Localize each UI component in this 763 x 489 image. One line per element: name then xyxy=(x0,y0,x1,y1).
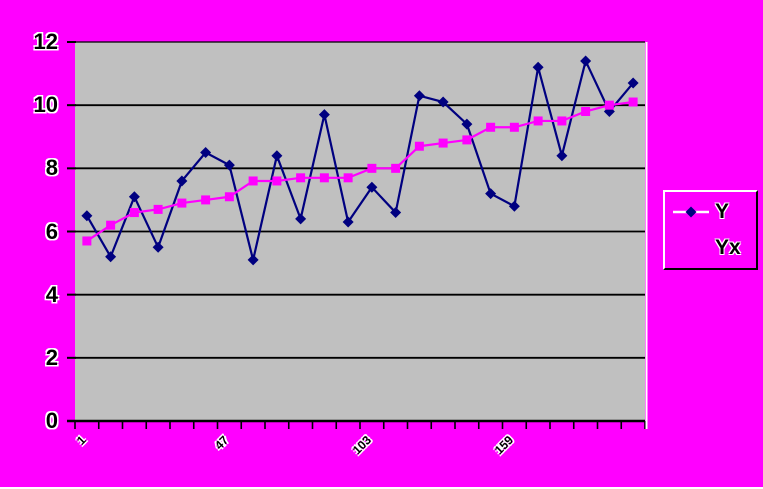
square-marker-icon xyxy=(391,163,401,173)
square-marker-icon xyxy=(343,173,353,183)
y-axis-label: 2 xyxy=(45,344,58,370)
square-marker-icon xyxy=(462,135,472,145)
y-axis-label: 0 xyxy=(45,408,58,433)
diamond-marker-icon xyxy=(247,254,259,266)
diamond-marker-icon xyxy=(152,241,164,253)
diamond-marker-icon xyxy=(485,188,497,200)
legend-entry-yx[interactable]: Yx xyxy=(671,234,756,262)
square-marker-icon xyxy=(581,106,591,116)
square-marker-icon xyxy=(414,141,424,151)
diamond-marker-icon xyxy=(223,159,235,171)
y-axis-label: 10 xyxy=(33,92,58,118)
legend[interactable]: Y Yx xyxy=(663,190,758,270)
diamond-marker-icon xyxy=(200,147,212,159)
square-marker-icon xyxy=(177,198,187,208)
diamond-marker-icon xyxy=(461,118,473,130)
square-marker-icon xyxy=(272,176,282,186)
legend-label-yx: Yx xyxy=(715,236,741,259)
square-marker-icon xyxy=(367,163,377,173)
diamond-marker-icon xyxy=(532,61,544,73)
diamond-marker-icon xyxy=(580,55,592,67)
square-marker-icon xyxy=(628,97,638,107)
legend-entry-y[interactable]: Y xyxy=(671,198,756,226)
y-axis-label: 6 xyxy=(45,218,58,244)
square-marker-icon xyxy=(248,176,258,186)
series-y[interactable] xyxy=(81,55,639,266)
legend-label-y: Y xyxy=(715,200,730,223)
diamond-marker-icon xyxy=(390,207,402,219)
square-marker-icon xyxy=(224,192,234,202)
diamond-marker-icon xyxy=(508,200,520,212)
square-marker-icon xyxy=(296,173,306,183)
gridlines[interactable] xyxy=(75,41,645,359)
diamond-marker-icon xyxy=(176,175,188,187)
window-edge xyxy=(0,487,763,489)
diamond-marker-icon xyxy=(627,77,639,89)
diamond-marker-icon xyxy=(342,216,354,228)
y-axis-ticks xyxy=(67,41,76,422)
diamond-marker-icon xyxy=(556,150,568,162)
y-axis-label: 8 xyxy=(45,155,58,181)
diamond-marker-icon xyxy=(128,191,140,203)
diamond-marker-icon xyxy=(271,150,283,162)
square-marker-icon xyxy=(106,220,116,230)
square-marker-icon xyxy=(319,173,329,183)
square-marker-icon xyxy=(201,195,211,205)
square-marker-icon xyxy=(686,243,696,253)
square-marker-icon xyxy=(486,122,496,132)
diamond-marker-icon xyxy=(685,206,697,218)
y-series-legend-sample xyxy=(673,206,709,218)
square-marker-icon xyxy=(533,116,543,126)
y-axis-label: 4 xyxy=(45,281,58,307)
diamond-marker-icon xyxy=(318,109,330,121)
diamond-marker-icon xyxy=(413,90,425,102)
diamond-marker-icon xyxy=(366,181,378,193)
square-marker-icon xyxy=(604,100,614,110)
diamond-marker-icon xyxy=(105,251,117,263)
square-marker-icon xyxy=(438,138,448,148)
x-axis[interactable] xyxy=(67,419,646,429)
diamond-marker-icon xyxy=(81,210,93,222)
y-axis-label: 12 xyxy=(33,29,58,54)
square-marker-icon xyxy=(82,236,92,246)
series-yx[interactable] xyxy=(82,97,638,246)
square-marker-icon xyxy=(153,204,163,214)
yx-series-legend-sample xyxy=(673,243,709,253)
diamond-marker-icon xyxy=(295,213,307,225)
diamond-marker-icon xyxy=(437,96,449,108)
square-marker-icon xyxy=(509,122,519,132)
square-marker-icon xyxy=(557,116,567,126)
square-marker-icon xyxy=(129,208,139,218)
